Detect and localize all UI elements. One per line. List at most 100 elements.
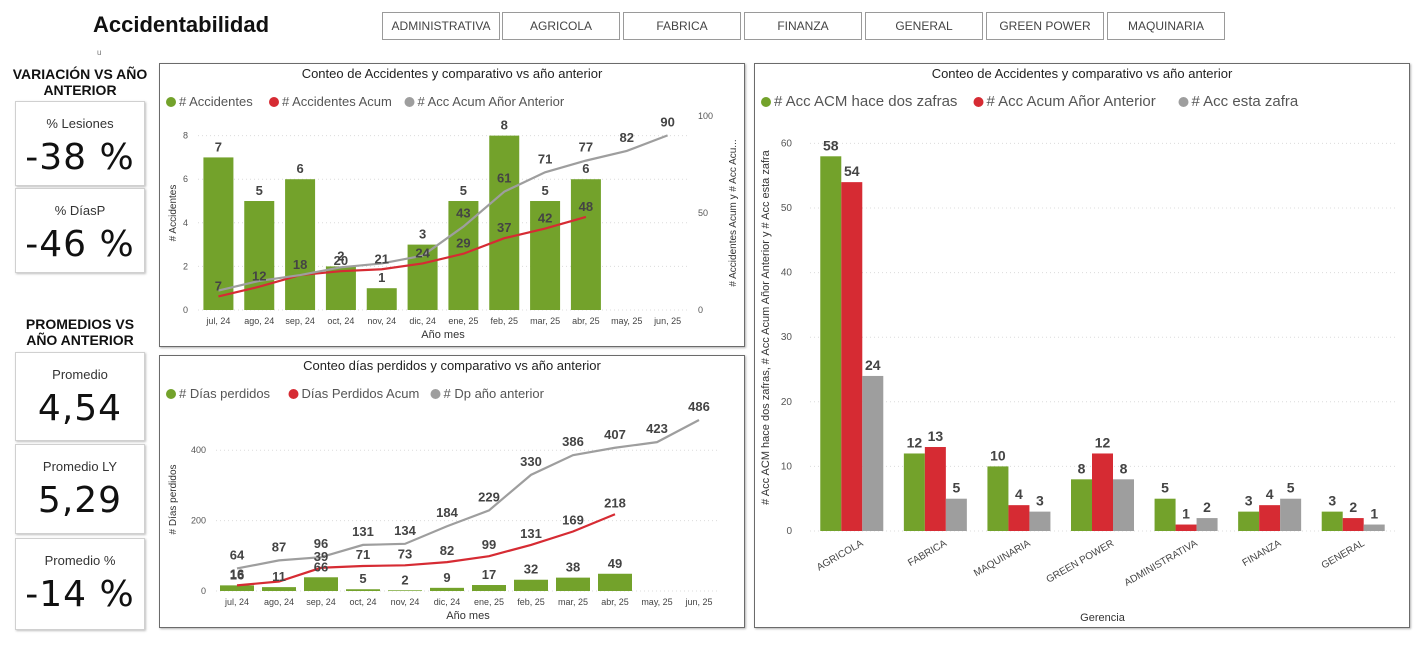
x-tick-label: GENERAL (1320, 538, 1367, 572)
x-tick-label: ene, 25 (474, 597, 504, 607)
bar-data-label: 1 (378, 270, 385, 285)
bar (325, 266, 356, 310)
legend-label: # Acc Acum Añor Anterior (987, 93, 1156, 110)
bar (304, 577, 338, 591)
bar (388, 590, 422, 591)
kpi-value: -46 % (25, 224, 135, 265)
anterior-data-label: 184 (436, 505, 458, 520)
slicer-fabrica[interactable]: FABRICA (623, 12, 741, 40)
bar (924, 447, 946, 531)
bar (1071, 479, 1092, 531)
bar-data-label: 38 (566, 560, 580, 575)
y-tick-label: 0 (201, 586, 206, 596)
bar (1196, 518, 1218, 531)
dias-perdidos-chart: Conteo días perdidos y comparativo vs añ… (166, 358, 720, 622)
y-tick-label: 10 (781, 461, 793, 472)
kpi-label: % Lesiones (46, 116, 114, 131)
y-axis-title: # Acc ACM hace dos zafras, # Acc Acum Añ… (760, 149, 772, 504)
series-line (236, 418, 700, 570)
legend-marker (288, 389, 299, 399)
accidentes-gerencia-chart: Conteo de Accidentes y comparativo vs añ… (760, 66, 1395, 624)
bar (530, 201, 561, 310)
bar (1363, 524, 1385, 531)
bar-data-label: 3 (419, 227, 426, 242)
bar (945, 498, 967, 531)
anterior-data-label: 386 (562, 434, 584, 449)
anterior-data-label: 96 (314, 536, 328, 551)
y-tick-label: 2 (183, 261, 188, 271)
y-tick-label: 20 (781, 397, 793, 408)
x-axis-title: Gerencia (1080, 612, 1126, 624)
y-tick-label: 6 (183, 174, 188, 184)
acum-data-label: 21 (375, 251, 389, 266)
legend-label: # Acc ACM hace dos zafras (774, 93, 957, 110)
legend-marker (166, 389, 176, 399)
legend-label: # Acc esta zafra (1192, 93, 1299, 110)
legend-label: # Acc Acum Añor Anterior (418, 94, 565, 109)
bar-data-label: 12 (1095, 434, 1111, 450)
bar-data-label: 2 (1349, 499, 1357, 515)
bar-data-label: 32 (524, 562, 538, 577)
slicer-administrativa[interactable]: ADMINISTRATIVA (382, 12, 500, 40)
bar-data-label: 1 (1182, 506, 1190, 522)
bar (1175, 524, 1197, 531)
promedios-heading: PROMEDIOS VS AÑO ANTERIOR (25, 316, 135, 348)
bar-data-label: 2 (337, 248, 344, 263)
bar-data-label: 66 (314, 559, 328, 574)
bar-data-label: 7 (215, 139, 222, 154)
y2-axis-title: # Accidentes Acum y # Acc Acu... (728, 139, 739, 286)
slicer-finanza[interactable]: FINANZA (744, 12, 862, 40)
bar-data-label: 6 (582, 161, 589, 176)
anterior-data-label: 229 (478, 489, 500, 504)
kpi-card-promedio-ly: Promedio LY 5,29 (15, 444, 145, 534)
bar (366, 288, 397, 310)
anterior-data-label: 486 (688, 399, 710, 414)
anterior-data-label: 423 (646, 421, 668, 436)
bar (903, 453, 925, 531)
acum-data-label: 48 (579, 199, 593, 214)
x-tick-label: MAQUINARIA (972, 538, 1033, 579)
acum-data-label: 82 (440, 543, 454, 558)
bar-data-label: 5 (256, 183, 263, 198)
bar (1238, 511, 1260, 531)
anterior-data-label: 61 (497, 171, 511, 186)
bar-data-label: 58 (823, 137, 839, 153)
slicer-maquinaria[interactable]: MAQUINARIA (1107, 12, 1225, 40)
bar-data-label: 8 (501, 118, 508, 133)
slicer-general[interactable]: GENERAL (865, 12, 983, 40)
y-tick-label: 200 (191, 516, 206, 526)
y-tick-label: 400 (191, 445, 206, 455)
y2-tick-label: 50 (698, 208, 708, 218)
bar (346, 589, 380, 591)
bar (489, 135, 520, 310)
acum-data-label: 37 (497, 220, 511, 235)
anterior-data-label: 77 (579, 140, 593, 155)
bar-data-label: 10 (990, 447, 1006, 463)
slicer-agricola[interactable]: AGRICOLA (502, 12, 620, 40)
acum-data-label: 20 (334, 253, 348, 268)
acum-data-label: 7 (215, 278, 222, 293)
x-tick-label: feb, 25 (490, 316, 518, 326)
bar-data-label: 5 (541, 183, 548, 198)
chart-panel-gerencia: Conteo de Accidentes y comparativo vs añ… (754, 63, 1410, 628)
kpi-label: % DíasP (54, 203, 106, 218)
anterior-data-label: 330 (520, 454, 542, 469)
y-tick-label: 50 (781, 203, 793, 214)
x-axis-title: Año mes (446, 610, 490, 622)
x-tick-label: jul, 24 (224, 597, 249, 607)
slicer-green-power[interactable]: GREEN POWER (986, 12, 1104, 40)
y-axis-title: # Días perdidos (168, 464, 179, 534)
bar-data-label: 6 (296, 161, 303, 176)
acum-data-label: 99 (482, 537, 496, 552)
x-tick-label: jul, 24 (205, 316, 230, 326)
bar-data-label: 1 (1370, 506, 1378, 522)
chart-title: Conteo días perdidos y comparativo vs añ… (303, 358, 601, 373)
kpi-value: 4,54 (37, 388, 123, 429)
kpi-label: Promedio % (44, 553, 116, 568)
bar-data-label: 5 (1287, 480, 1295, 496)
bar-data-label: 3 (1036, 493, 1044, 509)
x-axis-title: Año mes (421, 329, 465, 341)
series-line (218, 134, 668, 292)
chart-title: Conteo de Accidentes y comparativo vs añ… (302, 66, 603, 81)
x-tick-label: may, 25 (641, 597, 672, 607)
